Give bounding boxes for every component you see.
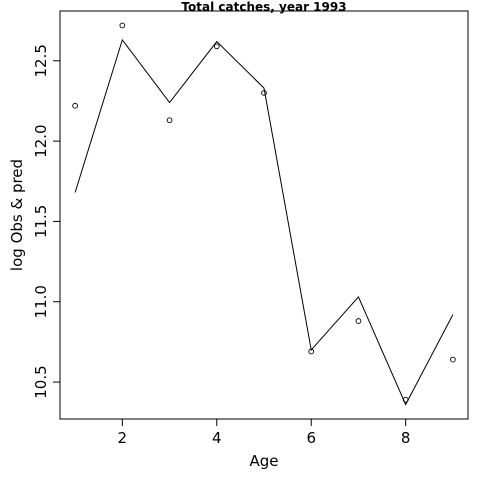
y-tick-label: 10.5 — [32, 365, 50, 398]
observed-point — [402, 396, 409, 403]
x-tick-label: 2 — [118, 429, 128, 447]
x-tick-label: 8 — [401, 429, 411, 447]
y-tick-label: 12.0 — [32, 124, 50, 157]
observed-point — [308, 348, 315, 355]
observed-point — [261, 90, 267, 96]
y-tick-label: 12.5 — [32, 44, 50, 77]
observed-point — [166, 117, 173, 124]
plot-frame — [59, 10, 469, 420]
observed-point — [450, 356, 456, 363]
y-tick-label: 11.0 — [32, 285, 50, 318]
x-tick-label: 4 — [212, 429, 222, 447]
x-axis: 2 4 6 8 — [118, 418, 411, 447]
x-axis-label: Age — [249, 452, 278, 470]
y-axis-label: log Obs & pred — [8, 159, 26, 271]
predicted-line — [74, 38, 454, 406]
observed-point — [213, 43, 220, 50]
series-layer — [72, 22, 456, 406]
y-tick-label: 11.5 — [32, 205, 50, 238]
observed-point — [355, 318, 362, 324]
y-axis: 10.5 11.0 11.5 12.0 12.5 — [32, 44, 61, 399]
chart-title: Total catches, year 1993 — [181, 0, 346, 14]
x-tick-label: 6 — [306, 429, 316, 447]
observed-point — [119, 22, 126, 29]
observed-point — [72, 102, 78, 109]
